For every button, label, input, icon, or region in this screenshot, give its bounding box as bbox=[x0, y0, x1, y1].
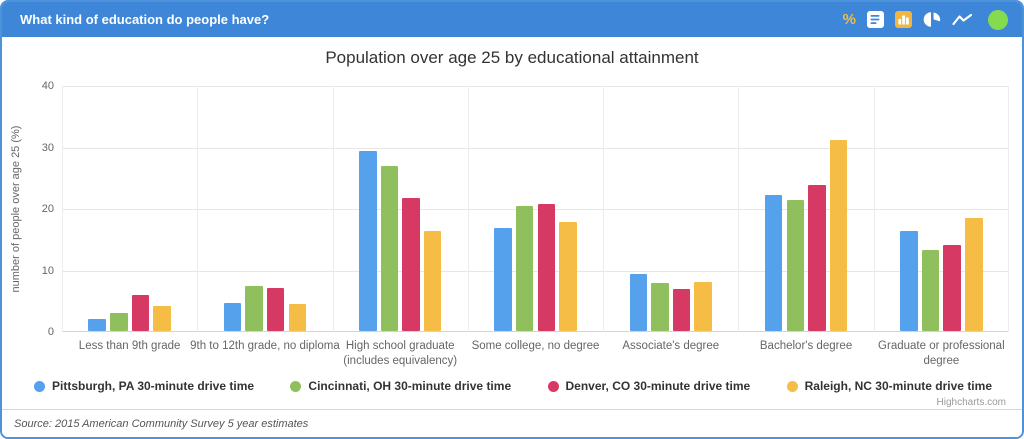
bar[interactable] bbox=[694, 282, 712, 331]
bar[interactable] bbox=[943, 244, 961, 331]
bar[interactable] bbox=[629, 274, 648, 331]
x-gridline bbox=[468, 86, 469, 332]
legend-item-2[interactable]: Cincinnati, OH 30-minute drive time bbox=[290, 379, 511, 393]
y-gridline bbox=[62, 147, 1009, 149]
widget-title: What kind of education do people have? bbox=[20, 12, 270, 27]
x-axis-label: Less than 9th grade bbox=[78, 340, 181, 352]
legend-item-4[interactable]: Raleigh, NC 30-minute drive time bbox=[786, 379, 992, 393]
bar[interactable] bbox=[131, 295, 150, 331]
x-gridline bbox=[738, 86, 739, 332]
legend-item-3[interactable]: Denver, CO 30-minute drive time bbox=[547, 379, 751, 393]
y-tick-label: 0 bbox=[47, 326, 54, 338]
x-gridline bbox=[333, 86, 334, 332]
bar[interactable] bbox=[245, 286, 263, 331]
legend-label: Cincinnati, OH 30-minute drive time bbox=[308, 379, 512, 393]
legend-item-1[interactable]: Pittsburgh, PA 30-minute drive time bbox=[34, 379, 254, 393]
x-gridline bbox=[1008, 86, 1009, 332]
y-tick-label: 40 bbox=[41, 80, 54, 92]
percent-icon[interactable]: % bbox=[842, 11, 856, 28]
bar[interactable] bbox=[110, 312, 128, 331]
legend-marker bbox=[786, 380, 798, 392]
bar[interactable] bbox=[829, 139, 848, 331]
x-axis-label: Bachelor's degree bbox=[759, 340, 853, 352]
y-gridline bbox=[62, 86, 1009, 87]
plot-area bbox=[62, 86, 1009, 332]
legend-marker bbox=[34, 380, 45, 392]
line-chart-icon[interactable] bbox=[952, 13, 973, 27]
bar[interactable] bbox=[764, 195, 783, 331]
bar[interactable] bbox=[672, 289, 691, 331]
x-axis-label: High school graduate (includes equivalen… bbox=[343, 340, 458, 367]
bar[interactable] bbox=[786, 200, 805, 331]
x-axis-label: Some college, no degree bbox=[471, 340, 600, 352]
legend-label: Denver, CO 30-minute drive time bbox=[565, 379, 751, 393]
bar[interactable] bbox=[359, 151, 377, 331]
bar[interactable] bbox=[266, 287, 285, 331]
y-tick-label: 10 bbox=[41, 264, 54, 277]
bar[interactable] bbox=[494, 228, 512, 331]
legend-label: Raleigh, NC 30-minute drive time bbox=[804, 379, 992, 393]
x-axis-label: Associate's degree bbox=[622, 340, 720, 352]
source-text: Source: 2015 American Community Survey 5… bbox=[14, 417, 309, 430]
bar[interactable] bbox=[921, 249, 940, 331]
x-gridline bbox=[874, 86, 875, 332]
bar[interactable] bbox=[288, 303, 307, 331]
credits-label: Highcharts.com bbox=[936, 397, 1006, 408]
bar[interactable] bbox=[153, 306, 171, 331]
y-tick-label: 30 bbox=[41, 141, 54, 154]
toolbar: % bbox=[842, 9, 1008, 30]
bar[interactable] bbox=[423, 231, 442, 331]
bar[interactable] bbox=[88, 318, 106, 331]
x-axis-label: 9th to 12th grade, no diploma bbox=[190, 340, 340, 352]
bar[interactable] bbox=[965, 218, 983, 331]
bar[interactable] bbox=[537, 203, 556, 331]
legend-marker bbox=[547, 380, 559, 392]
source-footer: Source: 2015 American Community Survey 5… bbox=[2, 409, 1022, 437]
data-table-icon[interactable] bbox=[867, 11, 884, 28]
bar[interactable] bbox=[559, 222, 577, 331]
bar[interactable] bbox=[402, 198, 420, 331]
bar[interactable] bbox=[900, 231, 918, 331]
x-axis-line bbox=[62, 331, 1009, 332]
chart-title: Population over age 25 by educational at… bbox=[325, 48, 699, 67]
bar[interactable] bbox=[515, 206, 534, 331]
x-axis-label: Graduate or professional degree bbox=[878, 340, 1005, 367]
y-gridline bbox=[62, 209, 1009, 210]
status-circle-icon[interactable] bbox=[988, 9, 1008, 30]
bar[interactable] bbox=[808, 185, 826, 331]
legend-marker bbox=[290, 380, 302, 392]
x-gridline bbox=[62, 86, 63, 332]
pie-chart-icon[interactable] bbox=[923, 11, 941, 29]
widget-header: What kind of education do people have? % bbox=[2, 2, 1022, 37]
legend: Pittsburgh, PA 30-minute drive time Cinci… bbox=[34, 379, 992, 393]
x-gridline bbox=[197, 86, 198, 332]
bar-chart-icon[interactable] bbox=[895, 11, 912, 28]
bar[interactable] bbox=[651, 283, 669, 331]
bar[interactable] bbox=[223, 302, 242, 331]
x-gridline bbox=[603, 86, 604, 332]
y-gridline bbox=[62, 270, 1009, 272]
bar[interactable] bbox=[380, 165, 399, 331]
y-tick-label: 20 bbox=[41, 203, 54, 215]
legend-label: Pittsburgh, PA 30-minute drive time bbox=[52, 379, 255, 393]
